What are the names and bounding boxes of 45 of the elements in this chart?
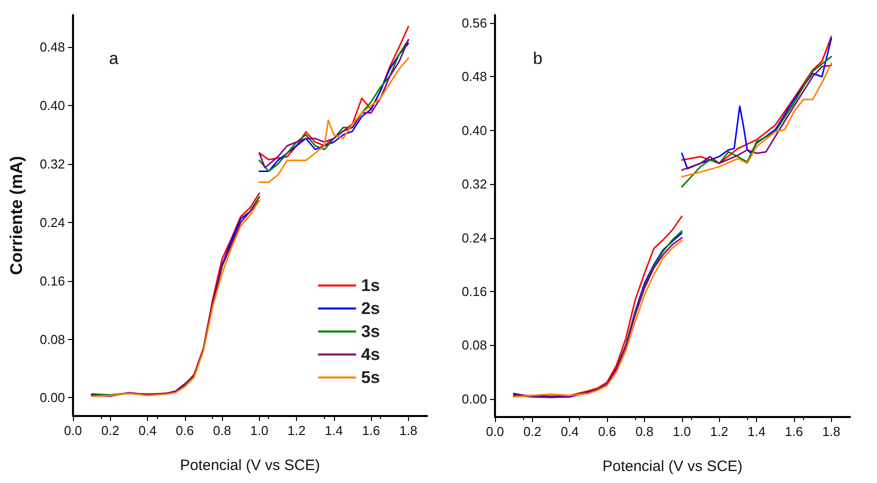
x-axis-title: Potencial (V vs SCE) xyxy=(602,458,743,475)
y-tick-label: 0.32 xyxy=(462,176,487,192)
y-tick-label: 0.48 xyxy=(462,69,487,84)
x-tick-label: 1.2 xyxy=(710,424,728,439)
x-tick-label: 1.6 xyxy=(362,423,380,438)
y-tick-label: 0.08 xyxy=(40,332,65,347)
y-tick-label: 0.24 xyxy=(40,214,65,230)
x-tick-label: 0.8 xyxy=(635,424,654,439)
x-tick-label: 0.8 xyxy=(213,423,232,438)
x-tick-label: 1.2 xyxy=(288,423,306,438)
x-tick-label: 0.4 xyxy=(560,424,579,439)
y-tick-label: 0.16 xyxy=(40,273,65,288)
x-tick-label: 1.4 xyxy=(324,423,343,438)
y-tick-label: 0.00 xyxy=(462,391,487,406)
y-tick-label: 0.48 xyxy=(40,40,65,55)
x-tick-label: 0.6 xyxy=(598,424,616,439)
x-tick-label: 0.4 xyxy=(138,423,157,438)
legend-label: 3s xyxy=(361,322,380,341)
legend-label: 5s xyxy=(361,368,380,387)
y-tick-label: 0.56 xyxy=(462,16,487,31)
annotation: b xyxy=(533,49,542,68)
y-tick-label: 0.40 xyxy=(462,122,487,138)
x-tick-label: 0.0 xyxy=(64,423,82,438)
y-axis-title: Corriente (mA) xyxy=(7,156,26,276)
x-tick-label: 1.0 xyxy=(250,423,268,438)
x-tick-label: 1.8 xyxy=(822,424,840,439)
y-tick-label: 0.24 xyxy=(462,230,487,246)
y-tick-label: 0.08 xyxy=(462,338,487,353)
annotation: a xyxy=(109,49,119,68)
legend-label: 2s xyxy=(361,299,380,318)
legend-label: 4s xyxy=(361,345,380,364)
x-tick-label: 0.2 xyxy=(523,424,542,439)
x-tick-label: 1.0 xyxy=(672,424,691,439)
y-tick-label: 0.00 xyxy=(40,390,65,406)
y-tick-label: 0.32 xyxy=(40,156,65,172)
y-tick-label: 0.16 xyxy=(462,284,487,299)
x-tick-label: 1.8 xyxy=(399,423,418,438)
x-tick-label: 1.4 xyxy=(748,424,766,439)
x-tick-label: 1.6 xyxy=(784,424,803,439)
x-tick-label: 0.0 xyxy=(486,424,504,439)
x-tick-label: 0.6 xyxy=(176,423,194,438)
x-tick-label: 0.2 xyxy=(101,423,120,438)
legend-label: 1s xyxy=(361,276,380,295)
x-axis-title: Potencial (V vs SCE) xyxy=(180,457,320,474)
y-tick-label: 0.40 xyxy=(40,98,65,114)
